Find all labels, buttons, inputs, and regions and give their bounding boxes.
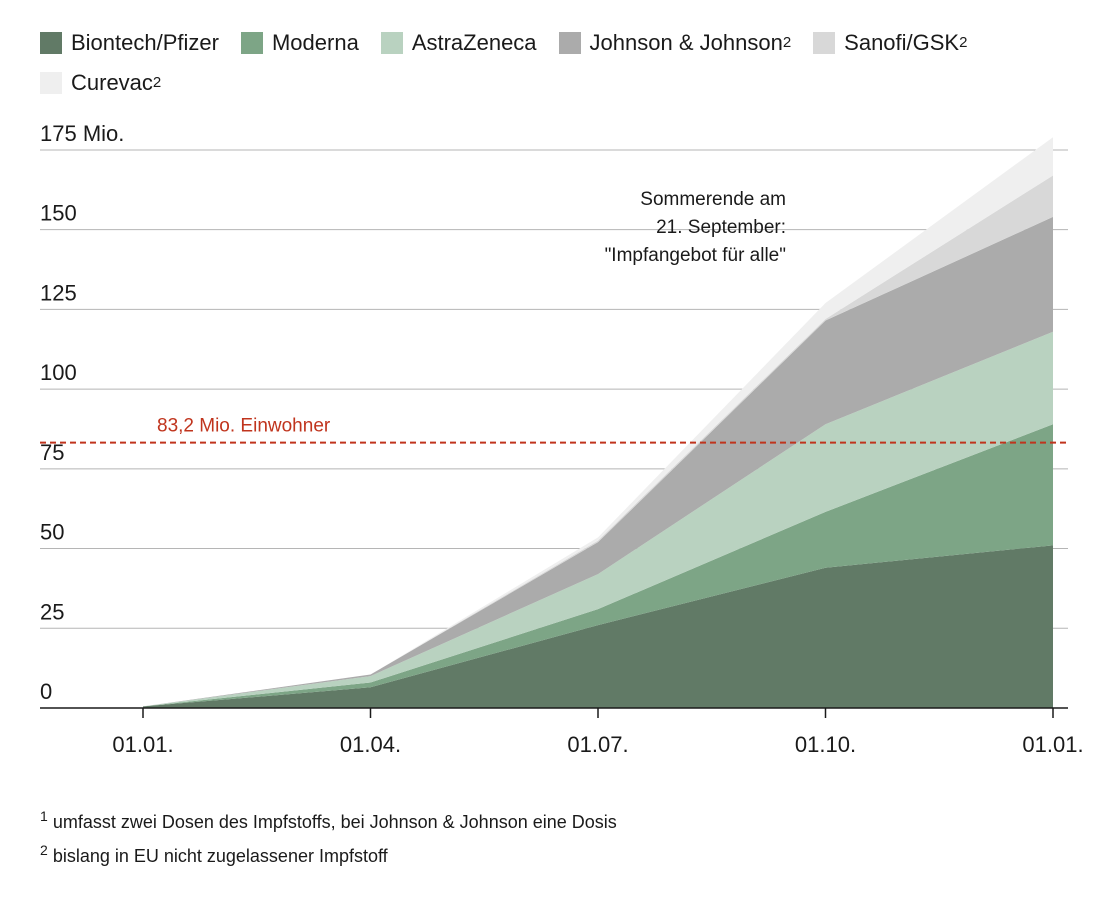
y-tick-label: 100 [40, 360, 77, 385]
legend-item-astrazeneca: AstraZeneca [380, 28, 537, 58]
legend-item-moderna: Moderna [240, 28, 359, 58]
legend-item-sanofi: Sanofi/GSK 2 [813, 28, 967, 58]
y-tick-label: 125 [40, 280, 77, 305]
legend-label-biontech: Biontech/Pfizer [71, 30, 219, 55]
footnote-2: 2 bislang in EU nicht zugelassener Impfs… [40, 843, 617, 880]
legend-item-curevac: Curevac 2 [40, 68, 161, 98]
legend-label-sanofi: Sanofi/GSK [844, 30, 960, 55]
x-tick-label: 01.07. [567, 732, 628, 757]
x-tick-label: 01.10. [795, 732, 856, 757]
legend-swatch-astrazeneca [380, 32, 403, 54]
footnote-1-marker: 1 [40, 808, 48, 824]
y-axis-ticks: 0 25 50 75 100 125 150 175 Mio. [40, 121, 124, 704]
legend-label-curevac: Curevac [71, 70, 153, 95]
legend-swatch-biontech [40, 32, 62, 54]
legend-label-moderna: Moderna [271, 30, 359, 55]
footnote-1-text: umfasst zwei Dosen des Impfstoffs, bei J… [52, 812, 617, 832]
x-axis: 01.01. 01.04. 01.07. 01.10. 01.01. [40, 707, 1084, 757]
reference-line-group: 83,2 Mio. Einwohner [40, 416, 1068, 444]
footnote-1: 1 umfasst zwei Dosen des Impfstoffs, bei… [40, 809, 617, 846]
footnotes: 1 umfasst zwei Dosen des Impfstoffs, bei… [40, 809, 617, 880]
footnote-2-text: bislang in EU nicht zugelassener Impfsto… [52, 846, 388, 866]
annotation: Sommerende am 21. September: "Impfangebo… [605, 189, 786, 266]
x-tick-label: 01.01. [112, 732, 173, 757]
legend-item-johnson: Johnson & Johnson 2 [558, 28, 791, 58]
area-biontech-pfizer [143, 545, 1053, 708]
x-tick-label: 01.04. [340, 732, 401, 757]
legend-swatch-curevac [40, 72, 62, 94]
y-tick-label: 150 [40, 201, 77, 226]
legend: Biontech/Pfizer Moderna AstraZeneca John… [40, 28, 1100, 98]
legend-swatch-sanofi [813, 32, 836, 54]
x-tick-label: 01.01. [1022, 732, 1083, 757]
legend-swatch-moderna [240, 32, 263, 54]
footnote-2-marker: 2 [40, 842, 48, 858]
legend-item-biontech: Biontech/Pfizer [40, 28, 219, 58]
chart-area: 83,2 Mio. Einwohner 0 25 50 75 100 125 150 175 … [40, 121, 1084, 757]
reference-line-label: 83,2 Mio. Einwohner [157, 416, 331, 437]
legend-label-astrazeneca: AstraZeneca [411, 30, 537, 55]
annotation-line-2: 21. September: [656, 217, 786, 238]
area-astrazeneca [143, 331, 1053, 707]
stacked-areas [143, 137, 1053, 708]
legend-swatch-johnson [558, 32, 581, 54]
y-tick-label: 50 [40, 520, 64, 545]
area-johnson-johnson [143, 216, 1053, 707]
y-tick-label: 0 [40, 679, 52, 704]
y-tick-label: 25 [40, 599, 64, 624]
annotation-line-3: "Impfangebot für alle" [605, 245, 786, 266]
annotation-line-1: Sommerende am [640, 189, 786, 210]
legend-label-johnson: Johnson & Johnson [589, 30, 783, 55]
y-tick-label: 175 Mio. [40, 121, 124, 146]
y-tick-label: 75 [40, 440, 64, 465]
